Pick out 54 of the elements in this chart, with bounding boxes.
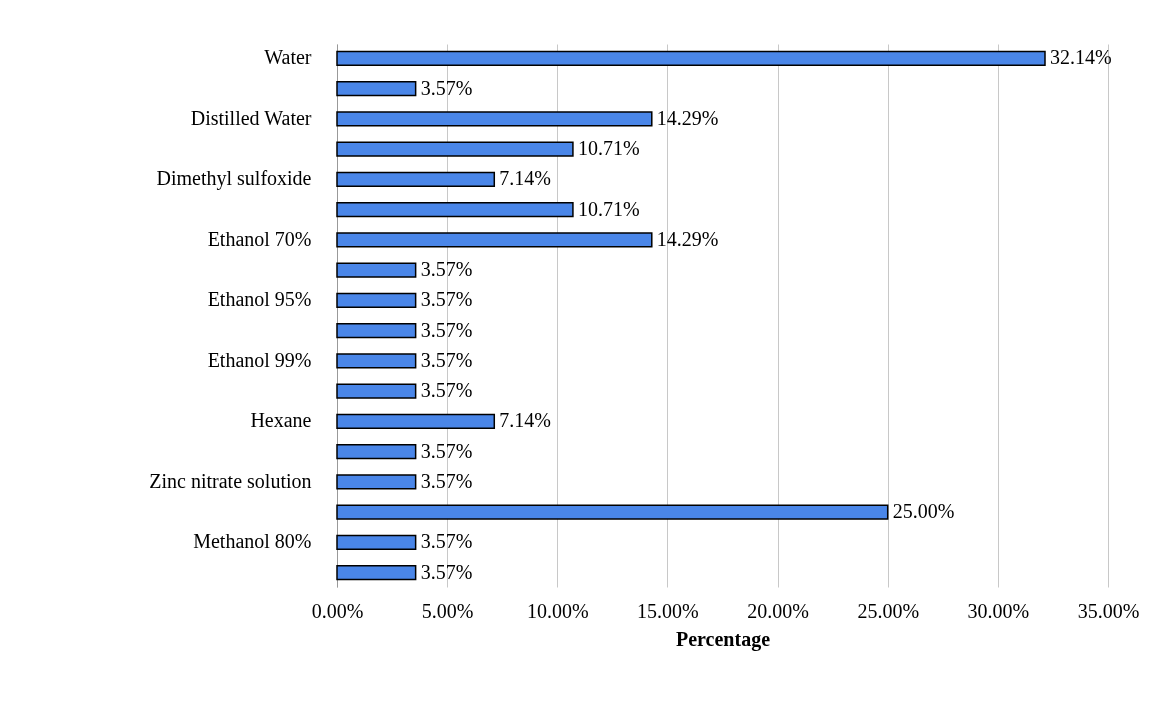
bar xyxy=(336,262,417,278)
x-axis-title: Percentage xyxy=(675,627,771,651)
data-label: 3.57% xyxy=(420,560,473,583)
bar xyxy=(336,474,417,490)
data-label: 3.57% xyxy=(420,76,473,99)
x-tick-label: 30.00% xyxy=(967,599,1030,622)
data-label: 14.29% xyxy=(656,106,719,129)
x-tick-label: 10.00% xyxy=(526,599,589,622)
y-tick-label: Water xyxy=(264,46,312,69)
bar xyxy=(336,232,653,248)
data-label: 7.14% xyxy=(499,409,551,432)
data-label: 25.00% xyxy=(892,500,955,523)
data-label: 10.71% xyxy=(577,197,640,220)
data-label: 3.57% xyxy=(420,288,473,311)
bar xyxy=(336,444,417,460)
x-tick-label: 0.00% xyxy=(311,599,364,622)
x-tick-label: 15.00% xyxy=(637,599,699,622)
bar xyxy=(336,413,496,429)
data-label: 3.57% xyxy=(420,258,473,281)
bar xyxy=(336,171,496,187)
bar xyxy=(336,50,1046,66)
y-tick-label: Dimethyl sulfoxide xyxy=(156,167,312,191)
data-label: 3.57% xyxy=(420,318,473,341)
bar xyxy=(336,202,574,218)
bar xyxy=(336,292,417,308)
bar xyxy=(336,111,653,127)
data-label: 14.29% xyxy=(656,227,719,250)
bar xyxy=(336,141,574,157)
data-label: 7.14% xyxy=(499,167,551,190)
data-label: 32.14% xyxy=(1050,46,1112,69)
x-tick-label: 5.00% xyxy=(421,599,474,622)
bar xyxy=(336,353,417,369)
data-label: 3.57% xyxy=(420,439,473,462)
bar xyxy=(336,383,417,399)
y-tick-label: Methanol 80% xyxy=(193,530,312,553)
x-tick-label: 25.00% xyxy=(857,599,920,622)
y-tick-label: Ethanol 95% xyxy=(207,288,312,311)
bar xyxy=(336,565,417,581)
bar xyxy=(336,534,417,550)
y-tick-label: Zinc nitrate solution xyxy=(149,469,312,492)
x-tick-label: 20.00% xyxy=(747,599,809,622)
data-label: 3.57% xyxy=(420,348,473,371)
y-tick-label: Hexane xyxy=(250,409,312,432)
data-label: 3.57% xyxy=(420,469,473,492)
y-tick-label: Ethanol 99% xyxy=(207,348,312,371)
y-tick-label: Distilled Water xyxy=(190,106,312,129)
data-label: 3.57% xyxy=(420,530,473,553)
data-label: 3.57% xyxy=(420,379,473,402)
x-tick-label: 35.00% xyxy=(1077,599,1140,622)
bar xyxy=(336,323,417,339)
bar xyxy=(336,504,889,520)
y-tick-label: Ethanol 70% xyxy=(207,227,312,250)
bar xyxy=(336,81,417,97)
data-label: 10.71% xyxy=(577,137,640,160)
